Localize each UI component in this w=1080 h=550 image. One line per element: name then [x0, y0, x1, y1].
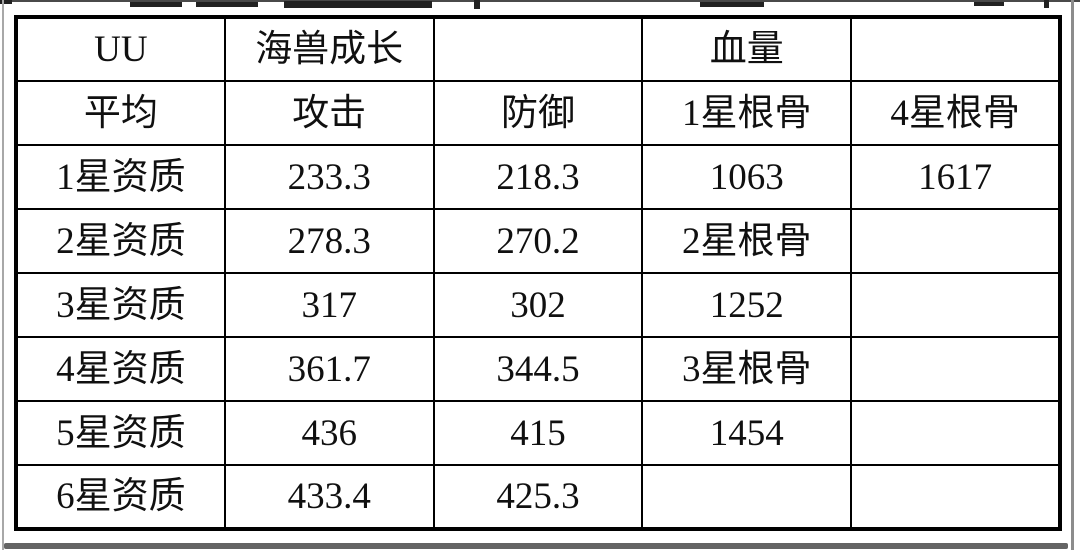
- table-cell[interactable]: 302: [432, 272, 644, 338]
- table-cell[interactable]: 2星根骨: [641, 208, 853, 274]
- page-edge-bottom: [4, 543, 1068, 549]
- table-cell[interactable]: 436: [223, 400, 435, 466]
- col-header-4star-bone[interactable]: 4星根骨: [850, 80, 1061, 146]
- table-cell[interactable]: 1252: [641, 272, 853, 338]
- text-fragment: [974, 2, 1004, 6]
- col-header-1star-bone[interactable]: 1星根骨: [641, 80, 853, 146]
- row-label-cell[interactable]: 1星资质: [15, 144, 226, 210]
- table-cell[interactable]: [850, 464, 1061, 530]
- table-cell[interactable]: [850, 272, 1061, 338]
- table-cell[interactable]: 218.3: [432, 144, 644, 210]
- page-edge-right: [1071, 0, 1074, 550]
- table-cell[interactable]: 233.3: [223, 144, 435, 210]
- table-cell[interactable]: 425.3: [432, 464, 644, 530]
- table-cell[interactable]: 361.7: [223, 336, 435, 402]
- text-fragment: [196, 2, 258, 7]
- table-cell[interactable]: [850, 208, 1061, 274]
- table-cell[interactable]: 415: [432, 400, 644, 466]
- table-row-header-columns: 平均 攻击 防御 1星根骨 4星根骨: [15, 80, 1061, 146]
- table-cell[interactable]: 344.5: [432, 336, 644, 402]
- text-fragment: [0, 0, 12, 4]
- table-cell[interactable]: [850, 400, 1061, 466]
- table-cell[interactable]: [641, 464, 853, 530]
- table-row-header-groups: UU 海兽成长 血量: [15, 16, 1061, 82]
- page-edge-left: [2, 0, 4, 550]
- row-label-cell[interactable]: 6星资质: [15, 464, 226, 530]
- table-cell[interactable]: 1454: [641, 400, 853, 466]
- table-cell[interactable]: [850, 336, 1061, 402]
- header-empty-cell[interactable]: [850, 16, 1061, 82]
- col-header-attack[interactable]: 攻击: [223, 80, 435, 146]
- header-hp-cell[interactable]: 血量: [641, 16, 853, 82]
- table-row: 5星资质 436 415 1454: [15, 400, 1061, 466]
- table-row: 2星资质 278.3 270.2 2星根骨: [15, 208, 1061, 274]
- table-cell[interactable]: 1063: [641, 144, 853, 210]
- text-fragment: [130, 2, 182, 7]
- col-header-defense[interactable]: 防御: [432, 80, 644, 146]
- stat-table: UU 海兽成长 血量 平均 攻击 防御 1星根骨 4星根骨 1星资质 233.3…: [14, 15, 1062, 531]
- crop-top-line: [0, 0, 1080, 2]
- cropped-row-artifact: [0, 0, 1080, 10]
- header-empty-cell[interactable]: [432, 16, 644, 82]
- table-cell[interactable]: 317: [223, 272, 435, 338]
- table-cell[interactable]: 270.2: [432, 208, 644, 274]
- table-row: 3星资质 317 302 1252: [15, 272, 1061, 338]
- table-cell[interactable]: 3星根骨: [641, 336, 853, 402]
- row-label-cell[interactable]: 3星资质: [15, 272, 226, 338]
- text-fragment: [1044, 0, 1049, 8]
- row-label-cell[interactable]: 5星资质: [15, 400, 226, 466]
- header-uu-cell[interactable]: UU: [15, 16, 226, 82]
- table-cell[interactable]: 433.4: [223, 464, 435, 530]
- col-header-average[interactable]: 平均: [15, 80, 226, 146]
- row-label-cell[interactable]: 4星资质: [15, 336, 226, 402]
- header-growth-cell[interactable]: 海兽成长: [223, 16, 435, 82]
- table-cell[interactable]: 278.3: [223, 208, 435, 274]
- table-row: 6星资质 433.4 425.3: [15, 464, 1061, 530]
- table-cell[interactable]: 1617: [850, 144, 1061, 210]
- table-row: 4星资质 361.7 344.5 3星根骨: [15, 336, 1061, 402]
- text-fragment: [284, 1, 432, 8]
- table-row: 1星资质 233.3 218.3 1063 1617: [15, 144, 1061, 210]
- row-label-cell[interactable]: 2星资质: [15, 208, 226, 274]
- text-fragment: [474, 0, 480, 9]
- text-fragment: [700, 2, 764, 7]
